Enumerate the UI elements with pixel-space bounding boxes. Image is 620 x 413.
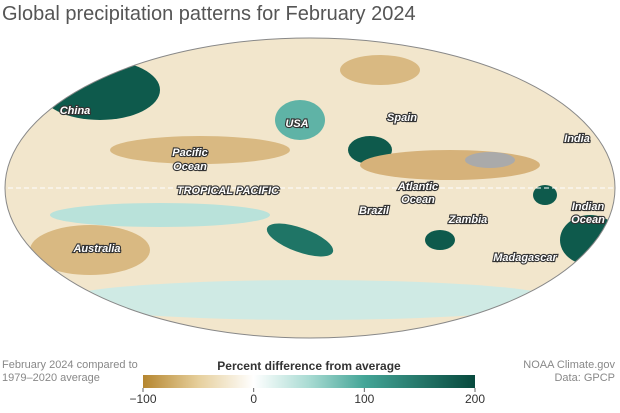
- colorbar: [143, 375, 475, 388]
- map-label: Pacific: [172, 147, 207, 159]
- tick-label: 200: [465, 392, 485, 406]
- map: [5, 38, 615, 338]
- colorbar-title: Percent difference from average: [217, 359, 401, 373]
- map-label: Brazil: [359, 205, 390, 217]
- tick-label: 0: [250, 392, 257, 406]
- map-label: Ocean: [401, 194, 435, 206]
- map-label: India: [564, 133, 590, 145]
- map-label: Ocean: [571, 214, 605, 226]
- note: February 2024 compared to: [2, 359, 138, 371]
- map-label: Spain: [387, 112, 417, 124]
- map-label: Madagascar: [493, 252, 557, 264]
- map-label: Indian: [572, 201, 605, 213]
- map-label: China: [60, 105, 91, 117]
- credit: Data: GPCP: [554, 372, 615, 384]
- note: 1979–2020 average: [2, 372, 100, 384]
- map-label: Ocean: [173, 161, 207, 173]
- tick-label: 100: [354, 392, 374, 406]
- tick-label: −100: [129, 392, 156, 406]
- map-label: Australia: [72, 243, 120, 255]
- map-label: TROPICAL PACIFIC: [177, 185, 280, 197]
- map-label: Zambia: [448, 214, 488, 226]
- credit: NOAA Climate.gov: [523, 359, 615, 371]
- map-label: Atlantic: [397, 181, 438, 193]
- globe-outline: [4, 37, 616, 339]
- map-label: USA: [285, 118, 308, 130]
- title: Global precipitation patterns for Februa…: [2, 3, 416, 25]
